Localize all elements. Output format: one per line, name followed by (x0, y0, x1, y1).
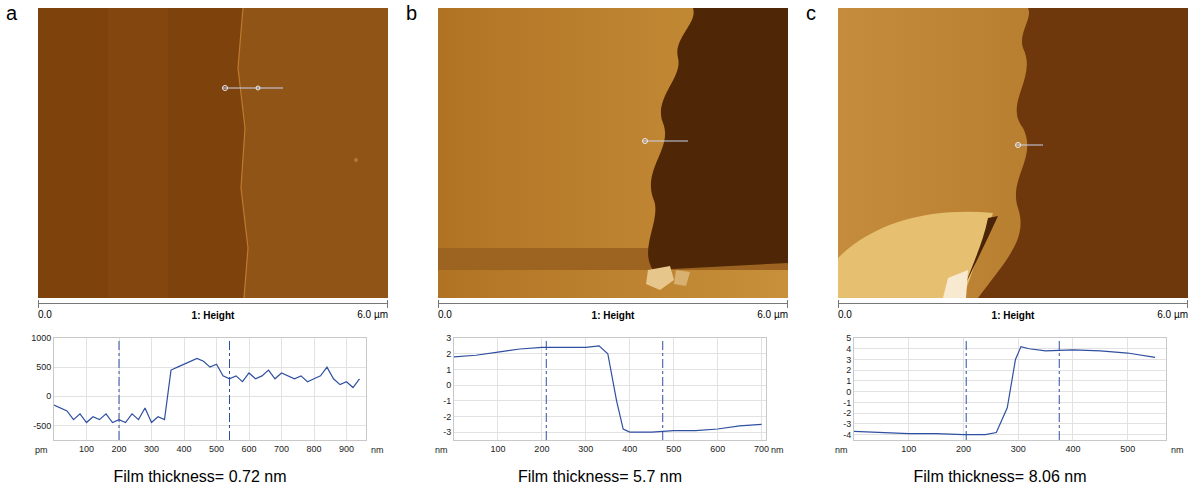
html-text:b: b (406, 2, 418, 24)
svg-text:500: 500 (666, 444, 681, 454)
svg-text:400: 400 (622, 444, 637, 454)
svg-text:-3: -3 (443, 427, 451, 437)
svg-text:-1: -1 (443, 396, 451, 406)
html-text:0.0: 0.0 (838, 309, 852, 320)
svg-text:nm: nm (371, 445, 384, 455)
svg-text:200: 200 (534, 444, 549, 454)
svg-text:5: 5 (846, 333, 851, 343)
svg-text:100: 100 (79, 444, 94, 454)
svg-text:2: 2 (446, 349, 451, 359)
svg-text:0: 0 (446, 380, 451, 390)
svg-text:900: 900 (339, 444, 354, 454)
svg-text:100: 100 (490, 444, 505, 454)
html-text:Film thickness= 8.06 nm: Film thickness= 8.06 nm (913, 468, 1087, 485)
svg-text:500: 500 (1120, 444, 1135, 454)
html-text:6.0 µm: 6.0 µm (1157, 309, 1188, 320)
svg-text:300: 300 (1011, 444, 1026, 454)
svg-text:-3: -3 (843, 419, 851, 429)
svg-text:100: 100 (901, 444, 916, 454)
svg-text:2: 2 (846, 365, 851, 375)
html-text:0.0: 0.0 (38, 309, 52, 320)
svg-text:0: 0 (46, 391, 51, 401)
svg-text:nm: nm (435, 445, 448, 455)
svg-text:4: 4 (846, 344, 851, 354)
svg-text:pm: pm (35, 445, 48, 455)
svg-text:400: 400 (1065, 444, 1080, 454)
html-text:Film thickness= 0.72 nm: Film thickness= 0.72 nm (113, 468, 287, 485)
html-text:1: Height: 1: Height (591, 310, 635, 321)
svg-text:500: 500 (209, 444, 224, 454)
svg-text:nm: nm (835, 445, 848, 455)
html-text:1: Height: 1: Height (191, 310, 235, 321)
svg-text:1: 1 (846, 376, 851, 386)
svg-text:-500: -500 (33, 421, 51, 431)
svg-text:1000: 1000 (31, 333, 51, 343)
svg-text:-1: -1 (843, 398, 851, 408)
svg-text:700: 700 (754, 444, 769, 454)
svg-text:nm: nm (1171, 445, 1184, 455)
svg-text:-2: -2 (443, 412, 451, 422)
svg-text:3: 3 (446, 333, 451, 343)
html-text:0.0: 0.0 (438, 309, 452, 320)
svg-text:400: 400 (176, 444, 191, 454)
html-text:6.0 µm: 6.0 µm (357, 309, 388, 320)
html-text:1: Height: 1: Height (991, 310, 1035, 321)
html-text:6.0 µm: 6.0 µm (757, 309, 788, 320)
svg-text:500: 500 (36, 362, 51, 372)
svg-text:300: 300 (578, 444, 593, 454)
svg-text:700: 700 (274, 444, 289, 454)
svg-text:1: 1 (446, 365, 451, 375)
svg-text:nm: nm (771, 445, 784, 455)
svg-text:300: 300 (144, 444, 159, 454)
svg-text:-4: -4 (843, 430, 851, 440)
svg-text:0: 0 (846, 387, 851, 397)
html-text:a: a (6, 2, 18, 24)
html-text:c: c (806, 2, 816, 24)
svg-text:600: 600 (710, 444, 725, 454)
svg-text:800: 800 (306, 444, 321, 454)
html-text:Film thickness= 5.7 nm: Film thickness= 5.7 nm (518, 468, 682, 485)
svg-text:3: 3 (846, 355, 851, 365)
svg-text:600: 600 (241, 444, 256, 454)
svg-text:200: 200 (956, 444, 971, 454)
svg-text:200: 200 (111, 444, 126, 454)
svg-text:-2: -2 (843, 408, 851, 418)
